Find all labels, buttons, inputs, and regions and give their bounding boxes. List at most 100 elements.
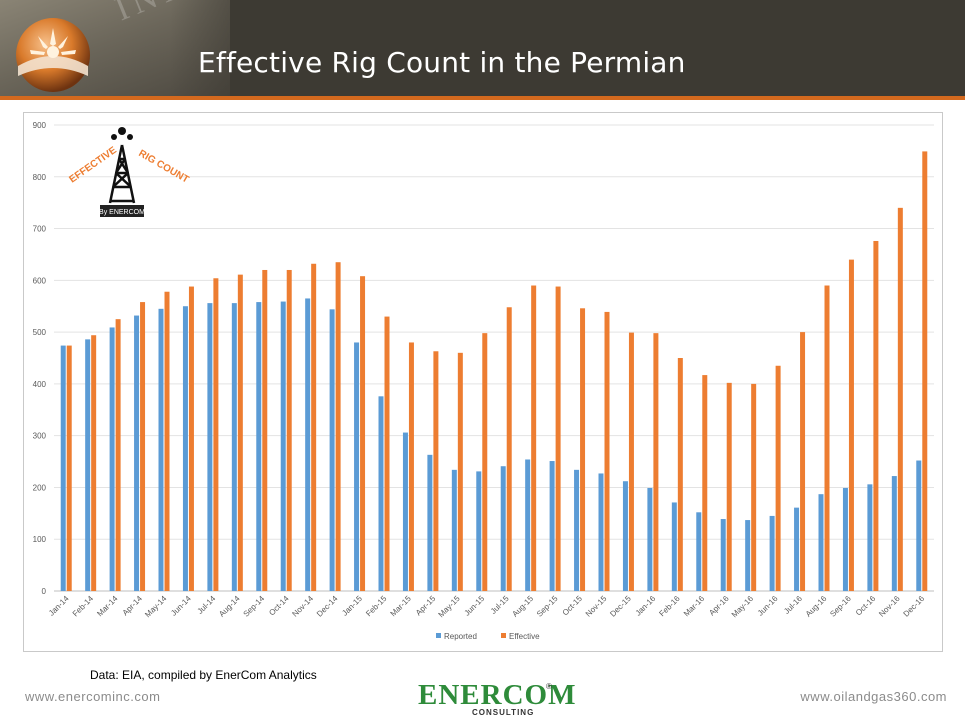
slide-header: INDUSTRY Effective Rig Count in the Perm… (0, 0, 965, 100)
legend-swatch (436, 633, 441, 638)
x-tick-label: Jan-15 (340, 594, 364, 618)
effective-bar (164, 291, 170, 591)
effective-bar (213, 278, 219, 591)
effective-bar (604, 311, 610, 591)
effective-bar (384, 316, 390, 591)
x-tick-label: May-14 (143, 594, 169, 620)
y-tick-label: 300 (33, 432, 47, 441)
effective-bar (311, 263, 317, 591)
x-axis: Jan-14 Feb-14 Mar-14 Apr-14 May-14 Jun-14 Jul-… (47, 594, 927, 620)
reported-bar (427, 454, 433, 591)
x-tick-label: Oct-14 (267, 594, 291, 618)
reported-bar (671, 502, 677, 591)
reported-bar (329, 309, 335, 591)
reported-bar (305, 298, 311, 591)
reported-bar (256, 302, 262, 591)
reported-bar (280, 301, 286, 591)
effective-bar (751, 383, 757, 591)
reported-bar (696, 512, 702, 591)
reported-bar (402, 432, 408, 591)
y-tick-label: 800 (33, 173, 47, 182)
effective-bar (433, 351, 439, 591)
footer-link-oilandgas360[interactable]: www.oilandgas360.com (800, 689, 947, 704)
effective-bar (360, 276, 366, 591)
effective-bar (848, 259, 854, 591)
reported-bar (451, 469, 457, 591)
effective-bar (677, 358, 683, 591)
x-tick-label: Sep-16 (828, 594, 853, 619)
x-tick-label: Apr-15 (414, 594, 438, 618)
effective-bar (800, 332, 806, 591)
x-tick-label: Jun-16 (756, 594, 780, 618)
page-title: Effective Rig Count in the Permian (198, 46, 686, 79)
legend-label: Reported (444, 632, 477, 641)
y-tick-label: 500 (33, 328, 47, 337)
effective-bar (335, 262, 341, 591)
x-tick-label: Oct-16 (854, 594, 878, 618)
reported-bar (598, 473, 604, 591)
reported-bar (720, 519, 726, 591)
footer-logo-sub: CONSULTING (472, 708, 535, 717)
effective-bar (555, 286, 561, 591)
effective-bar (408, 342, 414, 591)
reported-bar (769, 515, 775, 591)
legend-label: Effective (509, 632, 540, 641)
reported-bar (378, 396, 384, 591)
x-tick-label: Dec-14 (315, 594, 340, 619)
reported-bar (85, 339, 91, 591)
y-tick-label: 0 (42, 587, 47, 596)
chart-grid (54, 124, 934, 592)
x-tick-label: Mar-15 (389, 594, 414, 619)
reported-bar (867, 484, 873, 591)
chart-bars (60, 151, 928, 591)
effective-bar (115, 319, 121, 591)
x-tick-label: May-16 (730, 594, 756, 620)
effective-bar (922, 151, 928, 591)
x-tick-label: Mar-14 (95, 594, 120, 619)
effective-bar (702, 375, 708, 591)
effective-bar (457, 352, 463, 591)
effective-bar (531, 285, 537, 591)
reported-bar (647, 487, 653, 591)
x-tick-label: Jul-16 (782, 594, 804, 616)
footer-logo-reg: ® (546, 682, 552, 691)
oil-drop-icon (111, 127, 133, 140)
effective-bar (580, 308, 586, 591)
x-tick-label: Oct-15 (561, 594, 585, 618)
effective-bar (237, 274, 243, 591)
x-tick-label: Aug-14 (217, 594, 242, 619)
x-tick-label: Feb-15 (364, 594, 389, 619)
y-tick-label: 700 (33, 225, 47, 234)
effective-bar (628, 332, 634, 591)
reported-bar (794, 507, 800, 591)
effective-bar (482, 333, 488, 591)
badge-word-right: RIG COUNT (137, 148, 191, 186)
effective-bar (140, 302, 146, 591)
effective-bar (262, 269, 268, 591)
y-tick-label: 400 (33, 380, 47, 389)
reported-bar (207, 303, 213, 591)
header-accent-stripe (0, 96, 965, 100)
x-tick-label: Apr-14 (121, 594, 145, 618)
effective-bar (824, 285, 830, 591)
footer-link-enercominc[interactable]: www.enercominc.com (25, 689, 161, 704)
source-note: Data: EIA, compiled by EnerCom Analytics (90, 668, 317, 682)
badge-byline-box (100, 205, 144, 217)
reported-bar (60, 345, 66, 591)
legend-swatch (501, 633, 506, 638)
effective-bar (726, 382, 732, 591)
x-tick-label: Apr-16 (707, 594, 731, 618)
effective-bar (897, 207, 903, 591)
badge-byline: By ENERCOM (99, 209, 145, 216)
x-tick-label: Jan-14 (47, 594, 71, 618)
x-tick-label: Feb-14 (71, 594, 96, 619)
y-axis: 0 100 200 300 400 500 600 700 800 900 (33, 121, 47, 596)
x-tick-label: Sep-14 (242, 594, 267, 619)
x-tick-label: Feb-16 (657, 594, 682, 619)
x-tick-label: Jun-14 (169, 594, 193, 618)
chart-frame: 0 100 200 300 400 500 600 700 800 900 Jan-14 Feb-1… (23, 112, 943, 652)
reported-bar (549, 461, 555, 591)
x-tick-label: Aug-16 (804, 594, 829, 619)
x-tick-label: Dec-15 (608, 594, 633, 619)
globe-logo-icon (16, 18, 90, 92)
